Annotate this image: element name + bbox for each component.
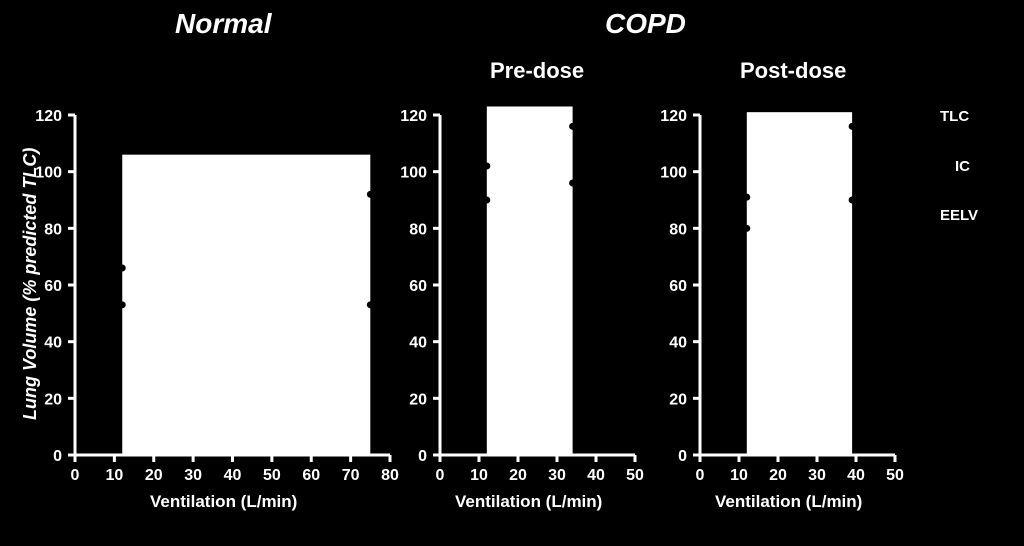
y-tick-label: 20 [409,391,427,408]
y-tick-label: 0 [418,448,427,465]
y-tick-label: 80 [409,221,427,238]
panel-pre: 01020304050020406080100120 [440,115,635,455]
panel-normal: 01020304050607080020406080100120 [75,115,390,455]
x-tick-label: 40 [847,467,865,484]
y-tick-label: 60 [669,278,687,295]
x-tick-label: 40 [224,467,242,484]
x-tick-label: 50 [886,467,904,484]
data-marker [483,197,490,204]
data-marker [849,123,856,130]
brace-icon [579,107,599,184]
legend-eelv: EELV [940,207,978,224]
data-marker [367,191,374,198]
x-tick-label: 40 [587,467,605,484]
x-tick-label: 50 [626,467,644,484]
x-axis-label-normal: Ventilation (L/min) [150,492,297,512]
data-marker [569,123,576,130]
subtitle-pre: Pre-dose [490,58,584,84]
fill-region [487,107,573,456]
y-tick-label: 100 [35,165,62,182]
y-tick-label: 0 [53,448,62,465]
x-tick-label: 80 [381,467,399,484]
chart-stage: Normal COPD Pre-dose Post-dose Lung Volu… [0,0,1024,546]
x-tick-label: 0 [696,467,705,484]
x-tick-label: 10 [105,467,123,484]
y-axis-label: Lung Volume (% predicted TLC) [20,148,41,420]
y-tick-label: 40 [669,335,687,352]
x-tick-label: 70 [342,467,360,484]
data-marker [743,225,750,232]
data-marker [743,194,750,201]
fill-region [122,155,370,455]
subtitle-post: Post-dose [740,58,846,84]
fill-region [747,112,852,455]
y-tick-label: 40 [44,335,62,352]
data-marker [569,180,576,187]
y-tick-label: 100 [400,165,427,182]
x-axis-label-pre: Ventilation (L/min) [455,492,602,512]
x-tick-label: 50 [263,467,281,484]
x-tick-label: 0 [436,467,445,484]
x-axis-label-post: Ventilation (L/min) [715,492,862,512]
y-tick-label: 120 [660,108,687,125]
y-tick-label: 120 [35,108,62,125]
data-marker [119,265,126,272]
y-tick-label: 20 [44,391,62,408]
brace-icon [858,112,878,200]
data-marker [849,197,856,204]
x-tick-label: 30 [184,467,202,484]
x-tick-label: 20 [769,467,787,484]
x-tick-label: 30 [548,467,566,484]
y-tick-label: 60 [409,278,427,295]
x-tick-label: 0 [71,467,80,484]
x-tick-label: 20 [509,467,527,484]
y-tick-label: 100 [660,165,687,182]
group-title-copd: COPD [605,8,686,40]
data-marker [119,301,126,308]
x-tick-label: 60 [302,467,320,484]
x-tick-label: 10 [470,467,488,484]
x-tick-label: 30 [808,467,826,484]
y-tick-label: 80 [44,221,62,238]
y-tick-label: 60 [44,278,62,295]
group-title-normal: Normal [175,8,271,40]
y-tick-label: 120 [400,108,427,125]
y-tick-label: 20 [669,391,687,408]
legend-ic: IC [955,158,970,175]
brace-icon [376,155,396,305]
data-marker [483,163,490,170]
panel-post: 01020304050020406080100120 [700,115,895,455]
legend-tlc: TLC [940,108,969,125]
x-tick-label: 10 [730,467,748,484]
x-tick-label: 20 [145,467,163,484]
y-tick-label: 0 [678,448,687,465]
y-tick-label: 80 [669,221,687,238]
data-marker [367,301,374,308]
y-tick-label: 40 [409,335,427,352]
